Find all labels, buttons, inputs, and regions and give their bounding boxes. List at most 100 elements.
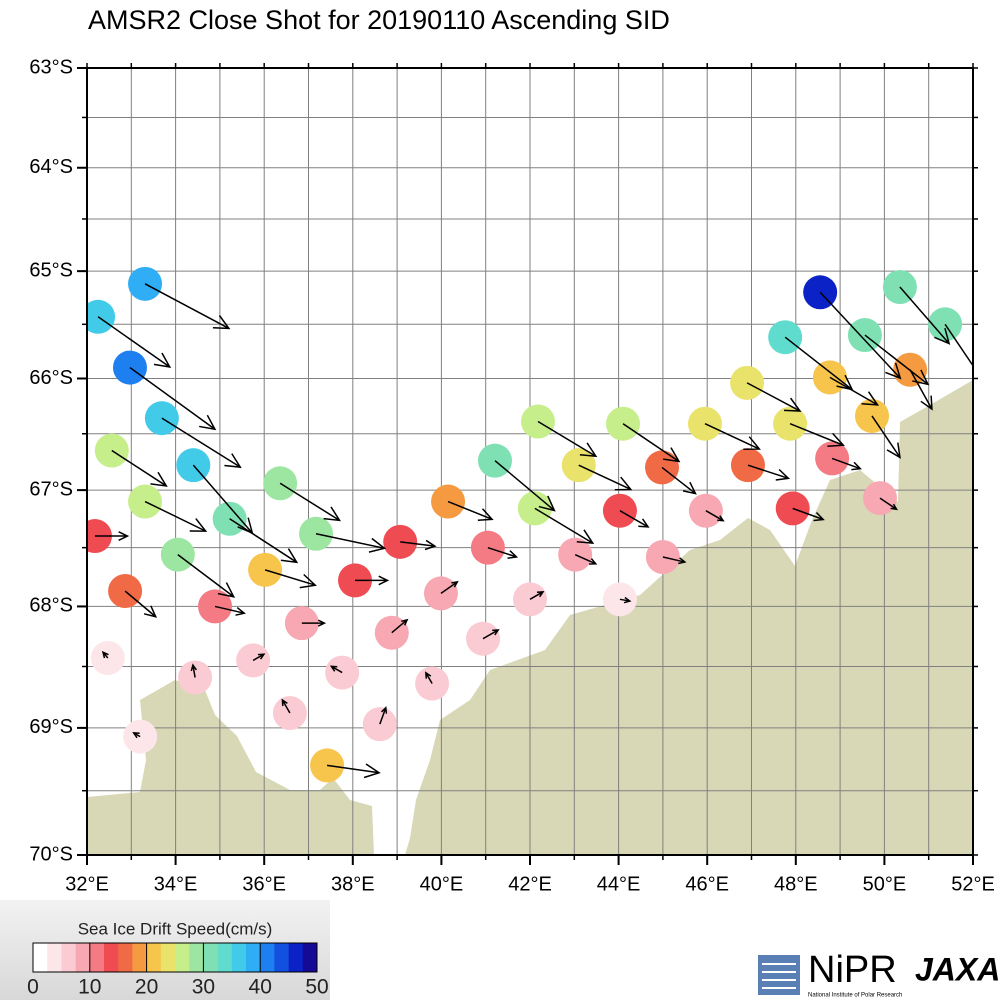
colorbar-cell	[146, 943, 162, 972]
nipr-subtext: National Institute of Polar Research	[808, 993, 902, 999]
drift-arrow	[161, 417, 242, 469]
x-tick-label: 34°E	[154, 873, 198, 895]
drift-arrow	[831, 457, 862, 471]
x-tick-label: 42°E	[508, 873, 552, 895]
drift-arrow	[622, 423, 681, 463]
drift-arrow	[214, 605, 246, 616]
colorbar-tick-label: 30	[192, 976, 215, 999]
drift-arrow	[899, 286, 951, 345]
drift-speed-dot	[431, 484, 466, 519]
x-tick-label: 40°E	[420, 873, 464, 895]
drift-arrow	[879, 497, 898, 511]
drift-arrow	[190, 663, 198, 678]
y-tick-label: 65°S	[29, 259, 73, 281]
drift-arrow	[281, 698, 291, 714]
drift-points	[87, 266, 973, 783]
x-tick-label: 32°E	[65, 873, 109, 895]
drift-arrow	[144, 500, 208, 532]
colorbar-cell	[118, 943, 133, 972]
colorbar-cell	[203, 943, 218, 972]
drift-arrow	[578, 464, 633, 491]
drift-arrow	[747, 464, 791, 481]
colorbar-cell	[246, 943, 261, 972]
drift-arrow	[279, 482, 341, 522]
drift-arrow	[662, 556, 687, 565]
colorbar-cell	[175, 943, 190, 972]
drift-arrow	[704, 423, 761, 451]
drift-arrow	[534, 507, 595, 545]
drift-arrow	[447, 500, 494, 522]
x-tick-label: 36°E	[242, 873, 286, 895]
nipr-text: NiPR	[808, 949, 897, 991]
drift-arrow	[101, 650, 109, 659]
drift-arrow	[379, 706, 388, 725]
drift-arrow	[111, 449, 168, 487]
drift-arrow	[661, 466, 697, 495]
drift-arrow	[829, 376, 880, 406]
drift-arrow	[871, 415, 901, 459]
drift-speed-dot	[688, 493, 723, 528]
y-tick-label: 70°S	[29, 843, 73, 865]
drift-speed-dot	[128, 484, 163, 519]
drift-arrow	[792, 507, 825, 522]
drift-arrow	[177, 554, 236, 598]
drift-arrow	[301, 619, 327, 627]
colorbar-cell	[47, 943, 62, 972]
drift-arrow	[789, 423, 845, 448]
y-tick-label: 68°S	[29, 595, 73, 617]
drift-arrow	[574, 553, 598, 565]
drift-arrow	[229, 518, 299, 564]
x-tick-label: 44°E	[597, 873, 641, 895]
colorbar-cell	[288, 943, 304, 972]
colorbar-cell	[231, 943, 247, 972]
colorbar-tick-label: 20	[135, 976, 158, 999]
colorbar-cell	[302, 943, 318, 972]
colorbar: 0 10 20 30 40 50	[27, 942, 329, 999]
drift-arrow	[400, 539, 437, 551]
drift-arrow	[129, 366, 217, 431]
drift-speed-dot	[87, 299, 116, 334]
colorbar-cell	[189, 943, 204, 972]
drift-arrow	[440, 580, 459, 595]
drift-arrow	[355, 575, 390, 586]
drift-arrow	[529, 590, 545, 600]
drift-arrow	[424, 671, 433, 684]
drift-arrow	[619, 510, 650, 528]
drift-arrow	[482, 629, 500, 640]
drift-speed-dot	[602, 493, 637, 528]
drift-arrow	[94, 531, 130, 541]
x-tick-label: 46°E	[685, 873, 729, 895]
drift-arrow	[705, 510, 725, 522]
drift-arrow	[494, 460, 556, 512]
drift-arrow	[144, 283, 231, 330]
y-tick-label: 63°S	[29, 56, 73, 78]
y-tick-label: 64°S	[29, 156, 73, 178]
drift-arrow	[944, 323, 973, 368]
colorbar-cell	[61, 943, 76, 972]
drift-arrow	[327, 763, 381, 779]
colorbar-title: Sea Ice Drift Speed(cm/s)	[78, 919, 273, 938]
axes: 32°E 34°E 36°E 38°E 40°E 42°E 44°E 46°E 48°E 50°E…	[29, 56, 994, 895]
colorbar-tick-label: 50	[305, 976, 328, 999]
colorbar-cell	[274, 943, 289, 972]
colorbar-tick-label: 0	[27, 976, 39, 999]
drift-arrow	[487, 546, 519, 559]
drift-arrow	[315, 533, 387, 553]
x-tick-label: 52°E	[951, 873, 995, 895]
x-tick-label: 48°E	[774, 873, 818, 895]
drift-arrow	[124, 590, 158, 618]
colorbar-tick-label: 40	[249, 976, 272, 999]
drift-arrow	[329, 665, 343, 674]
y-tick-label: 69°S	[29, 716, 73, 738]
colorbar-cell	[217, 943, 233, 972]
colorbar-cell	[132, 943, 147, 972]
drift-arrow	[132, 731, 141, 739]
x-tick-label: 50°E	[863, 873, 907, 895]
map-area	[87, 68, 973, 855]
drift-arrow	[391, 618, 409, 634]
colorbar-cell	[260, 943, 275, 972]
colorbar-tick-label: 10	[78, 976, 101, 999]
drift-arrow	[746, 382, 802, 412]
drift-arrow	[909, 369, 933, 411]
